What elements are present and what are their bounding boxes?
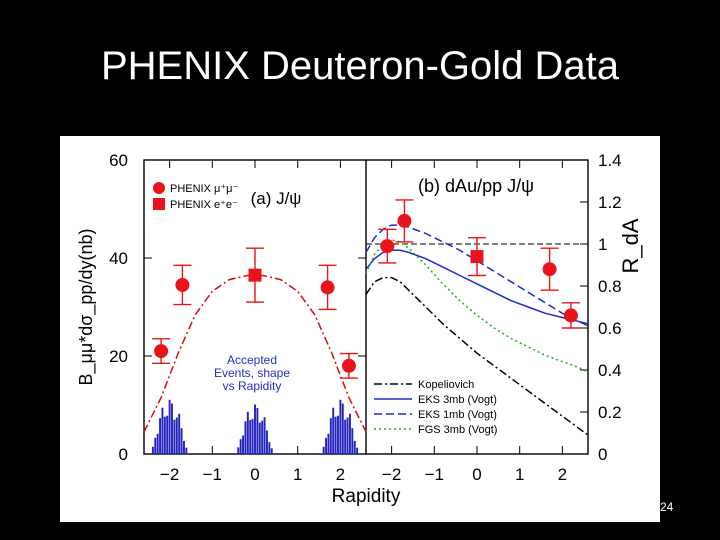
x-tick-label: −1 (203, 465, 222, 484)
x-tick-label: 1 (515, 465, 524, 484)
acceptance-bar (178, 413, 181, 454)
legend-label-b: FGS 3mb (Vogt) (418, 424, 497, 436)
acceptance-bar (322, 446, 325, 454)
acceptance-bar (185, 447, 188, 454)
x-tick-label: −1 (425, 465, 444, 484)
acceptance-bar (327, 433, 330, 454)
jpsi-chart: 0 20 40 60 0 0.2 0.4 0.6 0.8 1 1.2 1.4 −2 −1 0 1 2 −2 −1 0 1… (76, 151, 643, 507)
acceptance-bar (159, 418, 162, 454)
x-tick-label: 2 (336, 465, 345, 484)
annotation-line: Accepted (227, 353, 277, 367)
y-tick-label-right: 1.2 (598, 193, 622, 212)
data-point-circle (380, 239, 395, 254)
figure-panel: 0 20 40 60 0 0.2 0.4 0.6 0.8 1 1.2 1.4 −2 −1 0 1 2 −2 −1 0 1… (60, 136, 660, 522)
y-axis-title-right: R_dA (618, 218, 643, 273)
annotation-line: Events, shape (214, 366, 290, 380)
legend-label-b: EKS 3mb (Vogt) (418, 394, 497, 406)
x-axis-title: Rapidity (332, 486, 401, 507)
legend-label-b: EKS 1mb (Vogt) (418, 409, 497, 421)
acceptance-bar (171, 403, 173, 454)
acceptance-bar (168, 399, 171, 454)
x-tick-label: −2 (382, 465, 401, 484)
acceptance-bar (242, 435, 245, 454)
acceptance-bar (180, 428, 183, 454)
curve-eks-1mb-vogt- (365, 224, 589, 327)
acceptance-bar (339, 399, 342, 454)
acceptance-bar (334, 416, 337, 454)
data-point-circle (563, 308, 578, 323)
x-tick-label: 0 (472, 465, 481, 484)
x-tick-label: −2 (160, 465, 179, 484)
acceptance-bar (175, 417, 178, 454)
y-axis-title-left: B_μμ*dσ_pp/dy(nb) (76, 229, 97, 386)
y-tick-label-left: 60 (109, 151, 128, 170)
acceptance-bar (246, 411, 249, 454)
data-point-square (248, 268, 262, 282)
legend-marker-square (153, 198, 165, 210)
y-tick-label-right: 0.6 (598, 319, 622, 338)
x-tick-label: 0 (250, 465, 259, 484)
data-point-circle (542, 262, 557, 277)
legend-label-b: Kopeliovich (418, 379, 474, 391)
data-point-circle (341, 358, 356, 373)
x-tick-label: 2 (558, 465, 567, 484)
y-tick-label-right: 0.8 (598, 277, 622, 296)
acceptance-bar (166, 415, 169, 454)
legend-marker-circle (153, 182, 165, 194)
acceptance-bar (325, 437, 327, 454)
acceptance-bar (237, 447, 240, 454)
panel-label-a: (a) J/ψ (251, 189, 302, 208)
y-tick-label-right: 1 (598, 235, 607, 254)
y-tick-label-right: 0 (598, 445, 607, 464)
data-point-circle (320, 280, 335, 295)
acceptance-bar (261, 420, 264, 454)
acceptance-bar (353, 440, 356, 454)
slide-title: PHENIX Deuteron-Gold Data (100, 44, 619, 88)
acceptance-bar (341, 403, 344, 454)
acceptance-bar (265, 430, 268, 454)
y-tick-label-right: 0.4 (598, 361, 622, 380)
acceptance-bar (173, 419, 176, 454)
acceptance-bar (344, 419, 347, 454)
acceptance-bar (151, 446, 154, 454)
data-point-circle (397, 213, 412, 228)
acceptance-bar (332, 407, 335, 454)
data-point-circle (175, 277, 190, 292)
acceptance-bar (156, 433, 159, 454)
y-tick-label-right: 0.2 (598, 403, 622, 422)
acceptance-bar (154, 437, 157, 454)
y-tick-label-left: 20 (109, 347, 128, 366)
y-tick-label-left: 0 (119, 445, 128, 464)
acceptance-bar (356, 447, 359, 454)
y-tick-label-left: 40 (109, 249, 128, 268)
y-tick-label-right: 1.4 (598, 151, 622, 170)
acceptance-bar (263, 417, 266, 454)
acceptance-bar (348, 413, 351, 454)
acceptance-bar (329, 418, 332, 454)
panel-label-b: (b) dAu/pp J/ψ (418, 176, 534, 196)
acceptance-bar (258, 422, 261, 454)
legend-label-a: PHENIX e⁺e⁻ (170, 199, 238, 211)
acceptance-bar (346, 417, 349, 454)
acceptance-bar (249, 419, 252, 454)
acceptance-bar (254, 404, 256, 454)
acceptance-bar (268, 442, 271, 454)
page-number: 24 (660, 500, 674, 514)
x-tick-label: 1 (293, 465, 302, 484)
acceptance-bar (351, 428, 354, 454)
acceptance-bar (270, 448, 273, 454)
acceptance-bar (239, 439, 242, 454)
data-point-circle (154, 344, 169, 359)
acceptance-bar (163, 416, 166, 454)
acceptance-bar (251, 419, 254, 454)
acceptance-bar (244, 421, 247, 454)
annotation-line: vs Rapidity (223, 379, 282, 393)
acceptance-bar (256, 407, 259, 454)
acceptance-bar (337, 415, 339, 454)
acceptance-bar (183, 440, 185, 454)
acceptance-bar (161, 407, 164, 454)
legend-label-a: PHENIX μ⁺μ⁻ (170, 183, 238, 195)
data-point-square (470, 250, 484, 264)
